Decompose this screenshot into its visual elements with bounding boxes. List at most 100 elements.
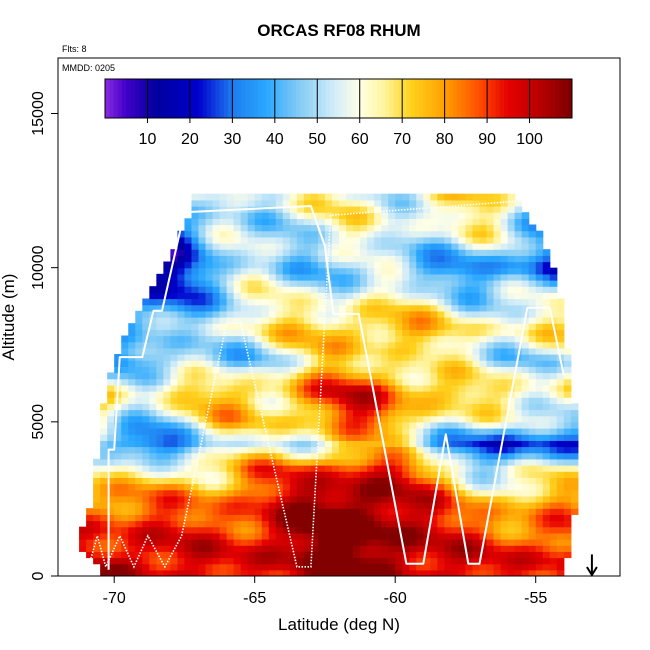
heatmap-cell xyxy=(163,434,172,441)
heatmap-cell xyxy=(549,434,558,441)
heatmap-cell xyxy=(367,526,375,534)
heatmap-cell xyxy=(402,384,410,392)
heatmap-cell xyxy=(500,545,509,552)
heatmap-cell xyxy=(486,329,495,337)
heatmap-cell xyxy=(303,483,312,491)
heatmap-cell xyxy=(226,421,235,429)
heatmap-cell xyxy=(317,551,326,559)
heatmap-cell xyxy=(346,384,354,392)
heatmap-cell xyxy=(275,452,284,460)
heatmap-cell xyxy=(184,286,193,293)
heatmap-cell xyxy=(219,261,228,269)
heatmap-cell xyxy=(240,421,249,429)
heatmap-cell xyxy=(163,526,172,534)
heatmap-cell xyxy=(191,267,200,275)
heatmap-cell xyxy=(472,569,481,576)
heatmap-cell xyxy=(268,236,277,244)
heatmap-cell xyxy=(430,193,438,201)
heatmap-cell xyxy=(535,298,544,306)
heatmap-cell xyxy=(479,230,488,238)
heatmap-cell xyxy=(310,310,319,318)
heatmap-cell xyxy=(310,267,319,275)
heatmap-cell xyxy=(556,335,565,343)
heatmap-cell xyxy=(268,391,277,398)
heatmap-cell xyxy=(528,384,537,392)
heatmap-cell xyxy=(451,391,460,398)
heatmap-cell xyxy=(282,514,291,522)
heatmap-cell xyxy=(521,335,530,343)
heatmap-cell xyxy=(163,366,172,374)
colorbar-swatch xyxy=(236,79,242,118)
heatmap-cell xyxy=(261,545,270,552)
heatmap-cell xyxy=(324,360,333,367)
heatmap-cell xyxy=(437,286,445,293)
heatmap-cell xyxy=(472,526,481,534)
colorbar-swatch xyxy=(419,79,424,118)
heatmap-cell xyxy=(500,434,509,441)
heatmap-cell xyxy=(184,323,193,330)
heatmap-cell xyxy=(437,341,445,349)
heatmap-cell xyxy=(353,267,361,275)
heatmap-cell xyxy=(86,539,94,546)
heatmap-cell xyxy=(240,495,249,503)
heatmap-cell xyxy=(128,551,136,559)
heatmap-cell xyxy=(331,378,340,386)
heatmap-cell xyxy=(388,243,396,250)
heatmap-cell xyxy=(458,551,467,559)
heatmap-cell xyxy=(268,255,277,263)
heatmap-cell xyxy=(233,520,242,528)
heatmap-cell xyxy=(458,489,467,497)
heatmap-cell xyxy=(296,212,305,219)
heatmap-cell xyxy=(114,545,122,552)
heatmap-cell xyxy=(507,243,516,250)
heatmap-cell xyxy=(360,532,368,540)
heatmap-cell xyxy=(402,329,410,337)
heatmap-cell xyxy=(346,366,354,374)
heatmap-cell xyxy=(191,471,200,478)
heatmap-cell xyxy=(493,403,502,411)
heatmap-cell xyxy=(205,440,214,448)
heatmap-cell xyxy=(261,224,270,232)
heatmap-cell xyxy=(465,267,474,275)
heatmap-cell xyxy=(535,489,544,497)
heatmap-cell xyxy=(514,545,523,552)
heatmap-cell xyxy=(486,471,495,478)
colorbar-swatch xyxy=(283,79,289,118)
heatmap-cell xyxy=(212,341,221,349)
heatmap-cell xyxy=(219,483,228,491)
heatmap-cell xyxy=(310,471,319,478)
heatmap-cell xyxy=(353,317,361,324)
heatmap-cell xyxy=(416,483,424,491)
heatmap-cell xyxy=(514,539,523,546)
heatmap-cell xyxy=(191,452,200,460)
heatmap-cell xyxy=(310,292,319,300)
heatmap-cell xyxy=(409,236,417,244)
heatmap-cell xyxy=(275,329,284,337)
heatmap-cell xyxy=(149,471,157,478)
heatmap-cell xyxy=(219,428,228,435)
heatmap-cell xyxy=(521,372,530,380)
heatmap-cell xyxy=(184,471,193,478)
heatmap-cell xyxy=(535,366,544,374)
heatmap-cell xyxy=(219,434,228,441)
heatmap-cell xyxy=(549,440,558,448)
heatmap-cell xyxy=(367,477,375,485)
heatmap-cell xyxy=(296,335,305,343)
heatmap-cell xyxy=(409,520,417,528)
heatmap-cell xyxy=(205,502,214,509)
heatmap-cell xyxy=(367,563,375,571)
heatmap-cell xyxy=(346,446,354,454)
heatmap-cell xyxy=(486,280,495,287)
heatmap-cell xyxy=(500,292,509,300)
heatmap-cell xyxy=(535,440,544,448)
colorbar-swatch xyxy=(482,79,488,118)
heatmap-cell xyxy=(296,193,305,201)
heatmap-cell xyxy=(212,514,221,522)
heatmap-cell xyxy=(556,452,565,460)
heatmap-cell xyxy=(114,495,122,503)
heatmap-cell xyxy=(416,551,424,559)
heatmap-cell xyxy=(303,532,312,540)
heatmap-cell xyxy=(388,502,396,509)
heatmap-cell xyxy=(395,298,403,306)
heatmap-cell xyxy=(388,440,396,448)
